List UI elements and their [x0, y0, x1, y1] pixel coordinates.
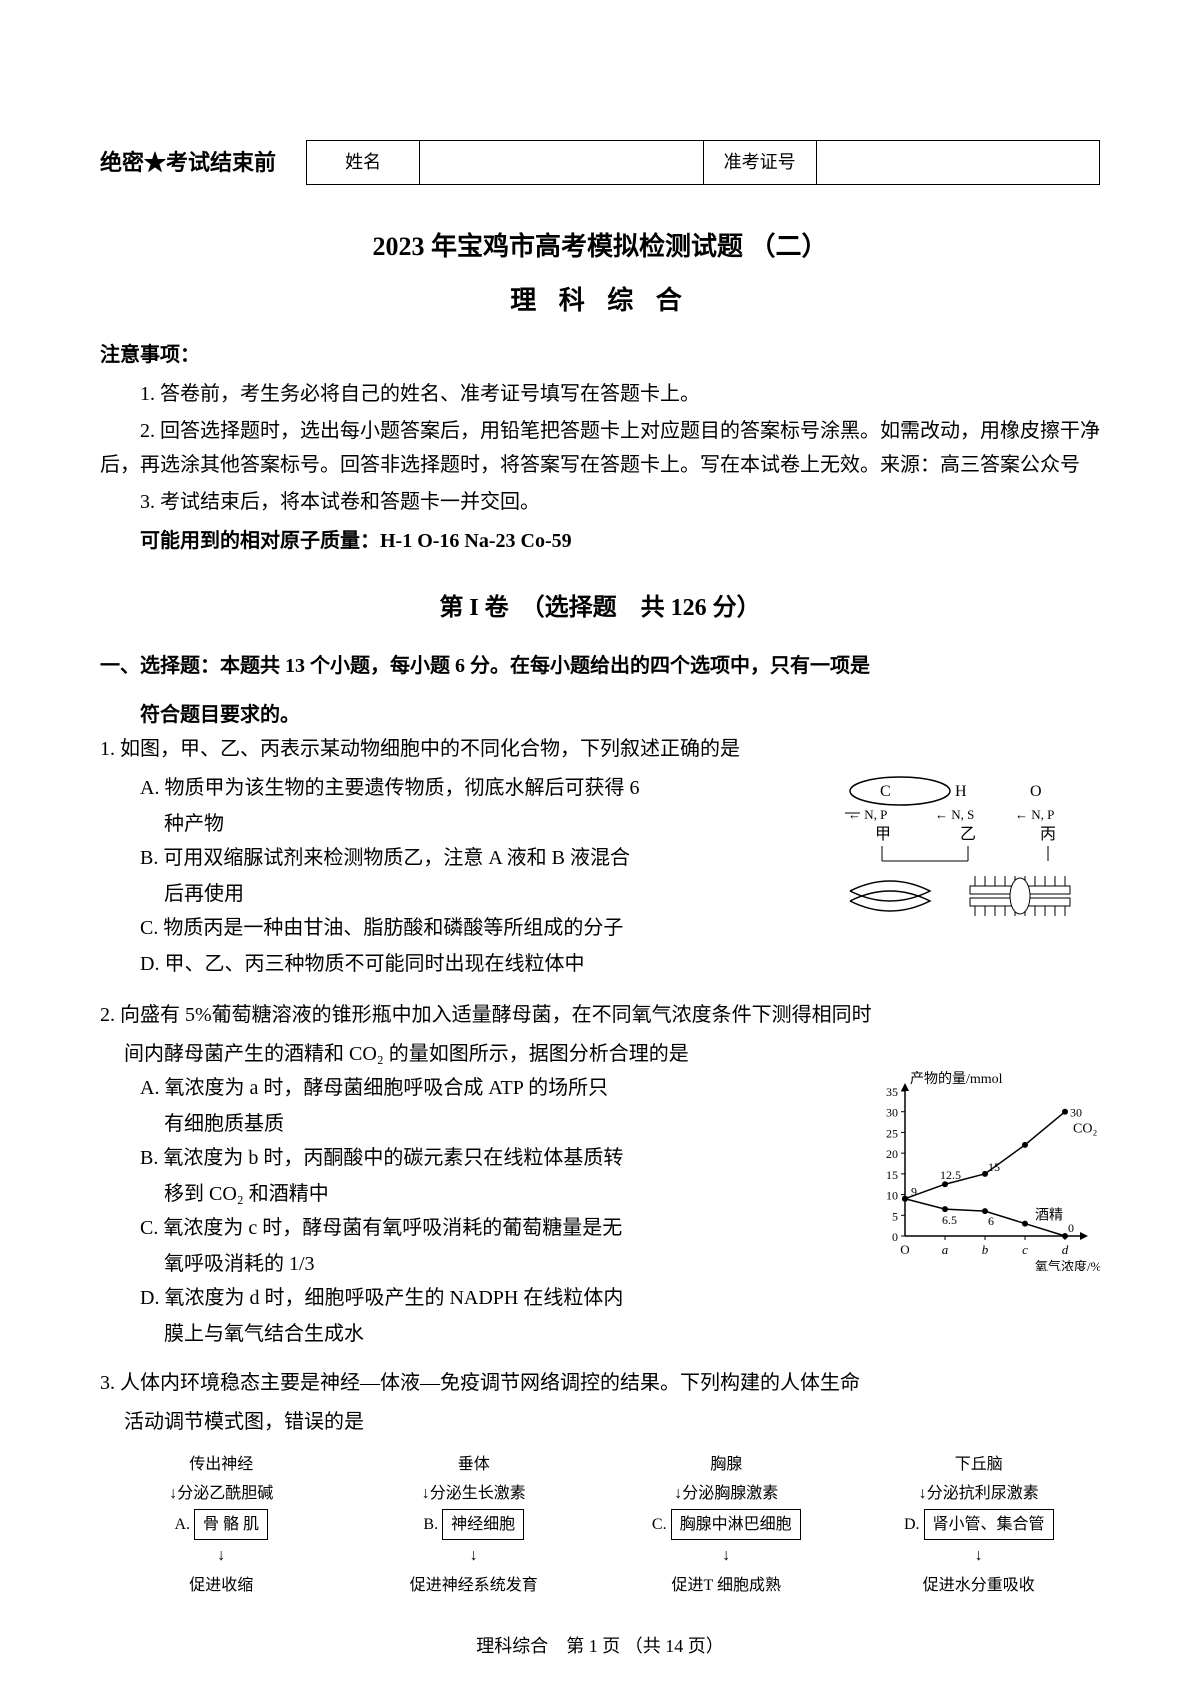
svg-text:20: 20: [886, 1147, 898, 1161]
exam-id-field: [816, 141, 1099, 185]
q3c-effect: 促进T 细胞成熟: [605, 1572, 848, 1599]
q3a-effect: 促进收缩: [100, 1572, 343, 1599]
svg-text:5: 5: [892, 1209, 898, 1223]
q2-option-b-2: 移到 CO₂ 和酒精中: [100, 1177, 860, 1211]
section-title: 第 I 卷 （选择题 共 126 分）: [100, 588, 1100, 629]
q2-stem-1: 2. 向盛有 5%葡萄糖溶液的锥形瓶中加入适量酵母菌，在不同氧气浓度条件下测得相…: [100, 998, 1100, 1032]
q1-option-d: D. 甲、乙、丙三种物质不可能同时出现在线粒体中: [100, 947, 825, 981]
q1-option-a-1: A. 物质甲为该生物的主要遗传物质，彻底水解后可获得 6: [100, 771, 825, 805]
q3-stem-2: 活动调节模式图，错误的是: [100, 1405, 1100, 1439]
q1-option-c: C. 物质丙是一种由甘油、脂肪酸和磷酸等所组成的分子: [100, 911, 825, 945]
svg-text:12.5: 12.5: [940, 1168, 961, 1182]
svg-text:丙: 丙: [1040, 826, 1056, 843]
diag-label-o: O: [1030, 783, 1042, 800]
page-footer: 理科综合 第 1 页 （共 14 页）: [100, 1631, 1100, 1662]
svg-text:15: 15: [886, 1168, 898, 1182]
svg-text:35: 35: [886, 1085, 898, 1099]
q3d-top: 下丘脑: [858, 1451, 1101, 1478]
q3d-secrete: ↓分泌抗利尿激素: [858, 1480, 1101, 1507]
q3c-arrow: [605, 1542, 848, 1569]
name-field: [420, 141, 703, 185]
exam-subtitle: 理 科 综 合: [100, 279, 1100, 323]
q3c-top: 胸腺: [605, 1451, 848, 1478]
svg-text:c: c: [1022, 1242, 1028, 1257]
name-label: 姓名: [307, 141, 420, 185]
svg-text:9: 9: [911, 1184, 917, 1198]
q3b-top: 垂体: [353, 1451, 596, 1478]
question-3: 3. 人体内环境稳态主要是神经—体液—免疫调节网络调控的结果。下列构建的人体生命…: [100, 1366, 1100, 1601]
q1-option-b-1: B. 可用双缩脲试剂来检测物质乙，注意 A 液和 B 液混合: [100, 841, 825, 875]
svg-text:乙: 乙: [960, 826, 976, 843]
q3b-arrow: [353, 1542, 596, 1569]
svg-text:酒精: 酒精: [1035, 1207, 1063, 1223]
q3-stem-1: 3. 人体内环境稳态主要是神经—体液—免疫调节网络调控的结果。下列构建的人体生命: [100, 1366, 1100, 1400]
q3b-secrete: ↓分泌生长激素: [353, 1480, 596, 1507]
notice-item-2: 2. 回答选择题时，选出每小题答案后，用铅笔把答题卡上对应题目的答案标号涂黑。如…: [100, 414, 1100, 482]
q3b-box: 神经细胞: [442, 1509, 524, 1540]
q3c-box: 胸腺中淋巴细胞: [671, 1509, 801, 1540]
svg-text:← N, S: ← N, S: [935, 807, 974, 822]
q2-chart: 产物的量/mmol 0 5 10 15 20 25 30 35 Oa b c d 9 12.5 15 30 6.5…: [870, 1071, 1100, 1351]
header-row: 绝密★考试结束前 姓名 准考证号: [100, 140, 1100, 185]
q1-option-a-2: 种产物: [100, 807, 825, 841]
svg-text:25: 25: [886, 1126, 898, 1140]
diag-label-c: C: [880, 783, 891, 800]
q2-stem-2: 间内酵母菌产生的酒精和 CO₂ 的量如图所示，据图分析合理的是: [100, 1037, 1100, 1071]
q3b-effect: 促进神经系统发育: [353, 1572, 596, 1599]
svg-text:10: 10: [886, 1188, 898, 1202]
diag-label-h: H: [955, 783, 967, 800]
svg-text:氧气浓度/%: 氧气浓度/%: [1035, 1259, 1100, 1271]
notice-heading: 注意事项：: [100, 338, 1100, 372]
q2-option-a-2: 有细胞质基质: [100, 1107, 860, 1141]
svg-text:CO₂: CO₂: [1073, 1121, 1097, 1136]
q3-option-a: 传出神经 ↓分泌乙酰胆碱 A. 骨 骼 肌 促进收缩: [100, 1449, 343, 1601]
q2-option-a-1: A. 氧浓度为 a 时，酵母菌细胞呼吸合成 ATP 的场所只: [100, 1071, 860, 1105]
q3c-secrete: ↓分泌胸腺激素: [605, 1480, 848, 1507]
q3-option-c: 胸腺 ↓分泌胸腺激素 C. 胸腺中淋巴细胞 促进T 细胞成熟: [605, 1449, 848, 1601]
svg-text:6.5: 6.5: [942, 1213, 957, 1227]
notice-item-1: 1. 答卷前，考生务必将自己的姓名、准考证号填写在答题卡上。: [100, 377, 1100, 411]
q3a-top: 传出神经: [100, 1451, 343, 1478]
confidential-label: 绝密★考试结束前: [100, 144, 276, 181]
svg-text:6: 6: [988, 1214, 994, 1228]
q3d-arrow: [858, 1542, 1101, 1569]
instruction-line-2: 符合题目要求的。: [100, 698, 1100, 732]
svg-text:0: 0: [892, 1230, 898, 1244]
instruction-line-1: 一、选择题：本题共 13 个小题，每小题 6 分。在每小题给出的四个选项中，只有…: [100, 649, 1100, 683]
q3a-box: 骨 骼 肌: [194, 1509, 268, 1540]
q2-option-d-2: 膜上与氧气结合生成水: [100, 1317, 860, 1351]
q3a-arrow: [100, 1542, 343, 1569]
notice-item-3: 3. 考试结束后，将本试卷和答题卡一并交回。: [100, 485, 1100, 519]
exam-id-label: 准考证号: [703, 141, 816, 185]
q2-option-c-1: C. 氧浓度为 c 时，酵母菌有氧呼吸消耗的葡萄糖量是无: [100, 1211, 860, 1245]
q3-option-d: 下丘脑 ↓分泌抗利尿激素 D. 肾小管、集合管 促进水分重吸收: [858, 1449, 1101, 1601]
exam-title: 2023 年宝鸡市高考模拟检测试题 （二）: [100, 225, 1100, 269]
svg-text:甲: 甲: [875, 826, 891, 843]
svg-text:0: 0: [1068, 1221, 1074, 1235]
q3a-secrete: ↓分泌乙酰胆碱: [100, 1480, 343, 1507]
q2-option-b-1: B. 氧浓度为 b 时，丙酮酸中的碳元素只在线粒体基质转: [100, 1141, 860, 1175]
svg-text:O: O: [900, 1242, 909, 1257]
svg-text:30: 30: [1070, 1105, 1082, 1119]
q3d-box: 肾小管、集合管: [924, 1509, 1054, 1540]
student-info-table: 姓名 准考证号: [306, 140, 1100, 185]
question-2: 2. 向盛有 5%葡萄糖溶液的锥形瓶中加入适量酵母菌，在不同氧气浓度条件下测得相…: [100, 998, 1100, 1351]
svg-text:产物的量/mmol: 产物的量/mmol: [910, 1071, 1003, 1087]
svg-text:15: 15: [988, 1160, 1000, 1174]
q1-option-b-2: 后再使用: [100, 877, 825, 911]
svg-text:a: a: [942, 1242, 949, 1257]
atomic-mass: 可能用到的相对原子质量：H-1 O-16 Na-23 Co-59: [100, 524, 1100, 558]
svg-text:← N, P: ← N, P: [1015, 807, 1054, 822]
q3d-effect: 促进水分重吸收: [858, 1572, 1101, 1599]
q3-option-b: 垂体 ↓分泌生长激素 B. 神经细胞 促进神经系统发育: [353, 1449, 596, 1601]
svg-text:30: 30: [886, 1105, 898, 1119]
svg-text:d: d: [1062, 1242, 1069, 1257]
q1-stem: 1. 如图，甲、乙、丙表示某动物细胞中的不同化合物，下列叙述正确的是: [100, 732, 1100, 766]
q2-option-d-1: D. 氧浓度为 d 时，细胞呼吸产生的 NADPH 在线粒体内: [100, 1281, 860, 1315]
q2-option-c-2: 氧呼吸消耗的 1/3: [100, 1247, 860, 1281]
svg-text:← N, P: ← N, P: [848, 807, 887, 822]
question-1: 1. 如图，甲、乙、丙表示某动物细胞中的不同化合物，下列叙述正确的是 A. 物质…: [100, 732, 1100, 983]
q1-diagram: C H O ← N, P ← N, S ← N, P 甲 乙 丙: [840, 771, 1100, 983]
svg-text:b: b: [982, 1242, 989, 1257]
